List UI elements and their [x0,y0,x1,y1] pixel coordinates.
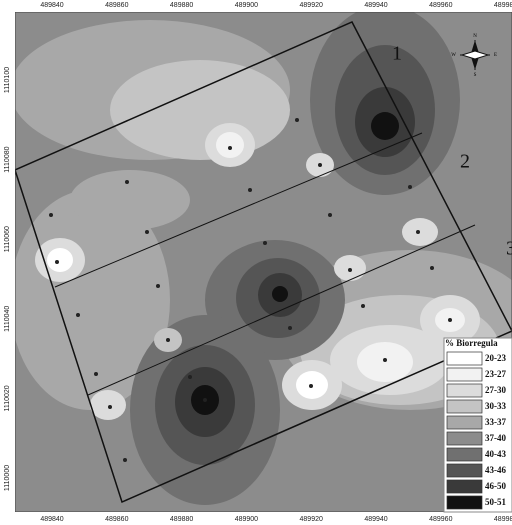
y-tick-label: 1110080 [4,146,11,172]
x-tick-label: 489920 [300,516,323,523]
compass-letter: N [473,34,477,39]
x-tick-label: 489900 [235,516,258,523]
legend-swatch [447,384,482,397]
legend-swatch [447,448,482,461]
x-tick-label: 489880 [170,516,193,523]
legend-swatch [447,416,482,429]
legend-label: 40-43 [485,449,506,459]
legend-label: 46-50 [485,481,506,491]
legend-swatch [447,368,482,381]
x-tick-label: 489980 [494,2,512,9]
legend-label: 30-33 [485,401,506,411]
legend-label: 33-37 [485,417,506,427]
x-tick-label: 489940 [364,516,387,523]
x-tick-label: 489840 [40,516,63,523]
legend-swatch [447,400,482,413]
legend-swatch [447,464,482,477]
y-tick-label: 1110000 [4,465,11,491]
legend-swatch [447,480,482,493]
x-tick-label: 489840 [40,2,63,9]
legend-swatch [447,496,482,509]
legend-swatch [447,432,482,445]
x-tick-label: 489960 [429,2,452,9]
legend-label: 43-46 [485,465,506,475]
y-tick-label: 1110040 [4,306,11,332]
x-tick-label: 489960 [429,516,452,523]
raster [10,5,512,512]
compass-letter: W [451,53,456,58]
compass-letter: S [474,73,477,78]
map: % Biorregula 20-23 23-27 27-30 30-33 33-37 37-… [0,0,512,525]
zone-label: 3 [506,238,512,260]
legend-label: 37-40 [485,433,506,443]
legend-swatch [447,352,482,365]
x-tick-label: 489940 [364,2,387,9]
legend-label: 50-51 [485,497,506,507]
x-tick-label: 489900 [235,2,258,9]
legend-label: 23-27 [485,369,506,379]
x-tick-label: 489980 [494,516,512,523]
x-tick-label: 489860 [105,2,128,9]
legend-label: 27-30 [485,385,506,395]
legend-label: 20-23 [485,353,506,363]
x-tick-label: 489880 [170,2,193,9]
zone-label: 2 [460,151,470,173]
legend: % Biorregula 20-23 23-27 27-30 30-33 33-37 37-… [444,338,512,512]
zone-label: 1 [392,43,402,65]
x-tick-label: 489920 [300,2,323,9]
compass-letter: E [494,53,497,58]
y-tick-label: 1110060 [4,226,11,252]
y-tick-label: 1110020 [4,385,11,411]
x-tick-label: 489860 [105,516,128,523]
y-tick-label: 1110100 [4,67,11,93]
legend-title: % Biorregula [445,338,498,348]
